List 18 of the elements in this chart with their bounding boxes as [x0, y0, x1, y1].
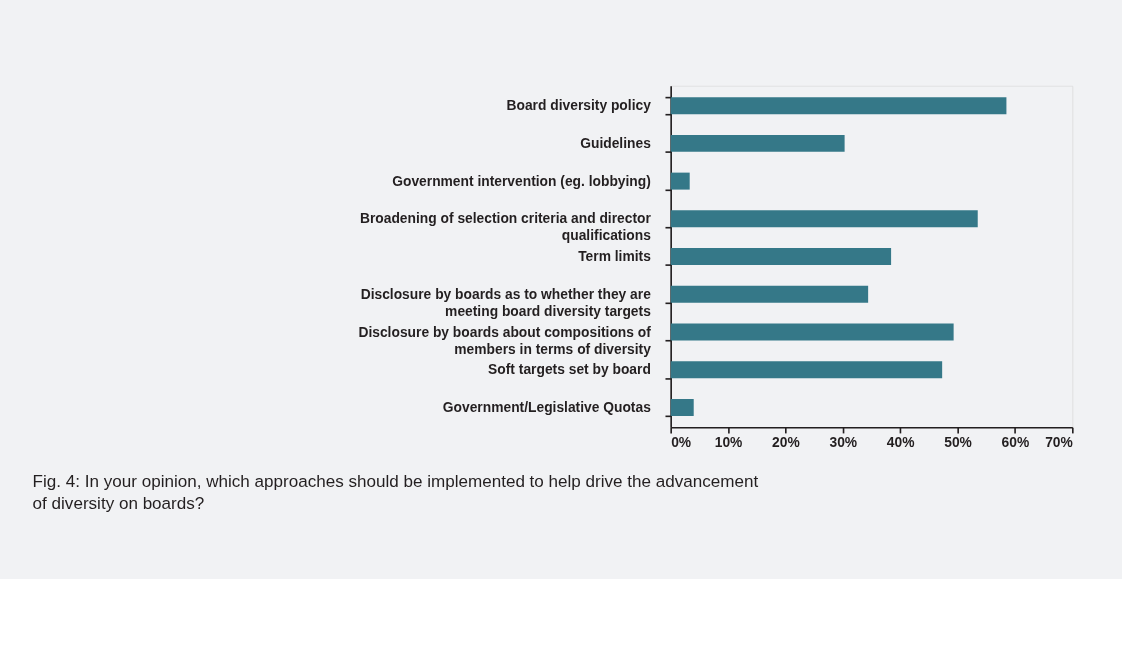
y-tick-label: Disclosure by boards as to whether they are meeting board diversity targets	[360, 285, 652, 319]
y-tick-label: Broadening of selection criteria and director qualifications	[359, 210, 652, 244]
x-tick-label: 50%	[944, 434, 972, 451]
y-tick-label: Board diversity policy	[506, 97, 652, 114]
caption: Fig. 4: In your opinion, which approaches should be implemented to help drive the advancement of diversity on boards?	[32, 472, 759, 514]
y-tick-label: Soft targets set by board	[488, 361, 651, 378]
x-tick-label: 70%	[1045, 434, 1073, 451]
x-tick-label: 30%	[829, 434, 858, 451]
x-tick-label: 20%	[772, 434, 800, 451]
x-tick-label: 40%	[886, 434, 915, 451]
y-tick-label: Disclosure by boards about compositions of members in terms of diversity	[358, 323, 652, 357]
y-tick-label: Term limits	[578, 248, 652, 265]
x-tick-label: 60%	[1001, 434, 1030, 451]
y-tick-label: Government intervention (eg. lobbying)	[392, 172, 651, 189]
x-tick-label: 0%	[671, 434, 692, 451]
y-tick-label: Government/Legislative Quotas	[442, 398, 652, 415]
y-tick-label: Guidelines	[580, 134, 652, 151]
x-tick-label: 10%	[714, 434, 743, 451]
